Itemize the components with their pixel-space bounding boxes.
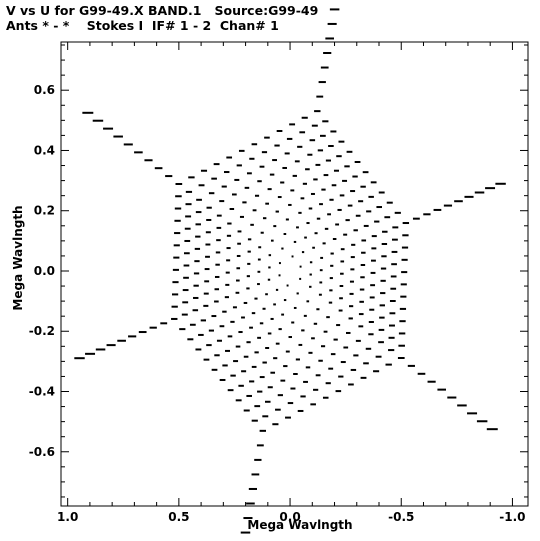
uv-points: [74, 8, 506, 534]
x-tick-label: 0.5: [168, 510, 189, 524]
x-tick-label: 1.0: [57, 510, 78, 524]
plot-subtitle: Ants * - * Stokes I IF# 1 - 2 Chan# 1: [6, 18, 279, 33]
y-axis-title: Mega Wavlngth: [11, 205, 25, 310]
plot-frame: [60, 41, 529, 507]
y-tick-label: 0.0: [34, 264, 55, 278]
y-tick-label: 0.4: [34, 143, 55, 157]
x-axis-title: Mega Wavlngth: [247, 518, 352, 532]
y-tick-label: -0.6: [29, 445, 55, 459]
y-tick-label: 0.6: [34, 83, 55, 97]
axis-ticks: 1.0 0.5 0.0 -0.5 -1.0 0.6 0.4 0.2 0.0 -0.2 -0.4 -0.…: [29, 42, 528, 524]
y-tick-label: -0.4: [29, 385, 55, 399]
y-tick-label: -0.2: [29, 324, 55, 338]
y-tick-label: 0.2: [34, 204, 55, 218]
x-tick-label: 0.0: [279, 510, 300, 524]
plot-title: V vs U for G99-49.X BAND.1 Source:G99-49: [6, 3, 319, 18]
x-tick-label: -0.5: [388, 510, 414, 524]
x-tick-label: -1.0: [499, 510, 525, 524]
